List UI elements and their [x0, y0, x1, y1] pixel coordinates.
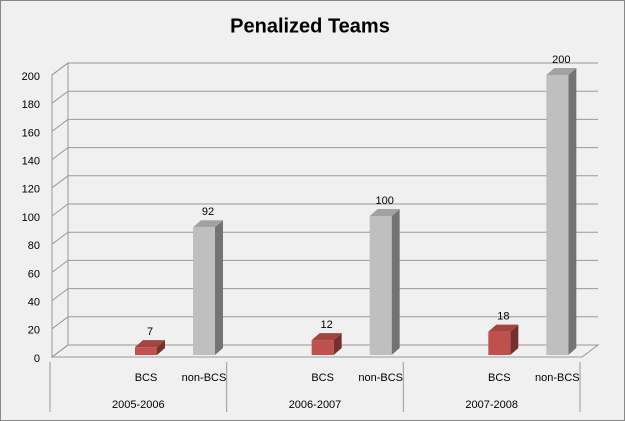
data-label: 100 — [375, 195, 393, 207]
grid-line — [51, 175, 598, 189]
bar-side — [215, 220, 223, 355]
grid-line — [51, 147, 598, 161]
bar — [311, 340, 334, 355]
grid-line — [51, 259, 598, 273]
bar — [135, 347, 157, 355]
y-tick-label: 120 — [22, 184, 40, 196]
group-label: 2007-2008 — [465, 399, 518, 411]
grid-line — [51, 90, 598, 104]
grid-line — [51, 231, 598, 245]
x-tick-label: BCS — [488, 372, 511, 384]
x-tick-label: BCS — [311, 372, 334, 384]
bar — [193, 227, 215, 355]
chart-title: Penalized Teams — [230, 15, 390, 37]
group-label: 2006-2007 — [289, 399, 342, 411]
y-tick-label: 100 — [22, 212, 40, 224]
x-tick-label: non-BCS — [535, 372, 580, 384]
y-tick-label: 140 — [22, 156, 40, 168]
y-tick-label: 200 — [22, 71, 40, 83]
x-tick-label: BCS — [135, 372, 158, 384]
grid-line — [51, 344, 598, 358]
y-tick-label: 60 — [28, 268, 40, 280]
x-tick-label: non-BCS — [358, 372, 403, 384]
bar-side — [157, 340, 165, 355]
grid-line — [51, 118, 598, 132]
y-tick-label: 160 — [22, 127, 40, 139]
grid-line — [51, 203, 598, 217]
bar-top — [369, 209, 400, 216]
data-label: 12 — [321, 319, 333, 331]
data-label: 92 — [202, 206, 214, 218]
y-tick-label: 0 — [34, 353, 40, 365]
data-label: 7 — [147, 326, 153, 338]
bar-side — [333, 333, 342, 355]
bar-top — [488, 324, 519, 332]
bar-top — [193, 220, 223, 228]
bar — [488, 331, 511, 355]
bar — [546, 75, 569, 355]
bar-side — [568, 68, 577, 355]
bar-side — [391, 209, 400, 355]
y-tick-label: 20 — [28, 325, 40, 337]
data-label: 200 — [552, 54, 570, 66]
x-tick-label: non-BCS — [182, 372, 227, 384]
grid-line — [51, 288, 598, 302]
y-tick-label: 80 — [28, 240, 40, 252]
y-tick-label: 40 — [28, 297, 40, 309]
bar-top — [546, 68, 577, 75]
bar — [369, 216, 392, 355]
data-label: 18 — [497, 311, 509, 323]
y-tick-label: 180 — [22, 99, 40, 111]
grid-line — [51, 62, 598, 76]
group-label: 2005-2006 — [112, 399, 165, 411]
bar-side — [510, 324, 519, 355]
grid-line — [51, 316, 598, 330]
bar-top — [311, 333, 342, 341]
bar-top — [135, 340, 165, 348]
